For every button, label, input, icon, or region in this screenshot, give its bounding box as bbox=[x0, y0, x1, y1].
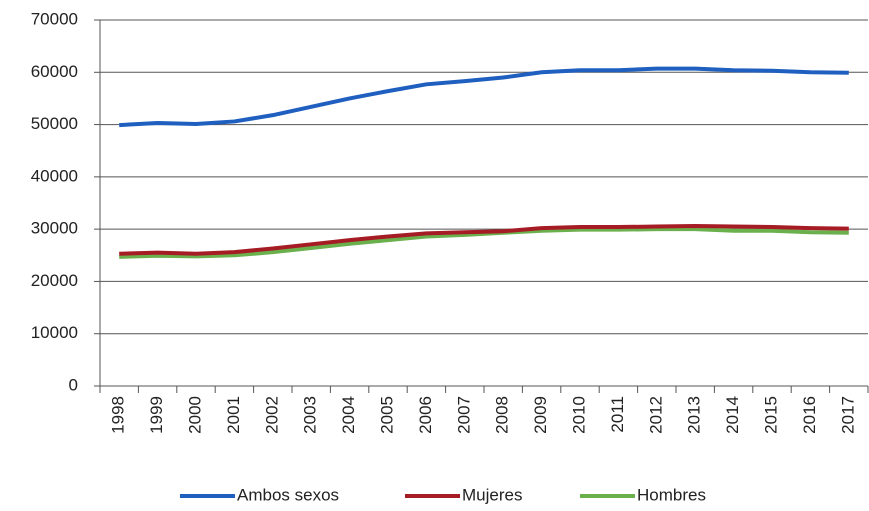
legend-label: Hombres bbox=[637, 485, 706, 504]
x-tick-label: 2007 bbox=[454, 396, 473, 434]
y-tick-label: 0 bbox=[69, 375, 78, 394]
x-tick-label: 2013 bbox=[685, 396, 704, 434]
line-series bbox=[119, 227, 849, 259]
y-tick-label: 20000 bbox=[31, 271, 78, 290]
x-tick-label: 2003 bbox=[301, 396, 320, 434]
x-tick-label: 2014 bbox=[723, 396, 742, 434]
x-tick-label: 2017 bbox=[838, 396, 857, 434]
legend-label: Mujeres bbox=[462, 485, 522, 504]
x-tick-label: 2009 bbox=[531, 396, 550, 434]
x-tick-label: 2004 bbox=[339, 396, 358, 434]
x-tick-label: 2002 bbox=[262, 396, 281, 434]
x-tick-label: 2008 bbox=[493, 396, 512, 434]
y-tick-label: 70000 bbox=[31, 9, 78, 28]
x-tick-label: 1999 bbox=[147, 396, 166, 434]
y-tick-label: 60000 bbox=[31, 62, 78, 81]
x-tick-label: 2006 bbox=[416, 396, 435, 434]
y-tick-label: 30000 bbox=[31, 219, 78, 238]
x-tick-label: 2011 bbox=[608, 396, 627, 433]
line-series bbox=[119, 66, 849, 128]
x-tick-label: 2012 bbox=[646, 396, 665, 434]
y-tick-label: 10000 bbox=[31, 323, 78, 342]
line-series bbox=[119, 224, 849, 256]
x-tick-label: 2010 bbox=[569, 396, 588, 434]
x-tick-label: 2000 bbox=[185, 396, 204, 434]
x-tick-label: 2015 bbox=[761, 396, 780, 434]
y-tick-label: 50000 bbox=[31, 114, 78, 133]
x-tick-label: 2005 bbox=[377, 396, 396, 434]
legend-label: Ambos sexos bbox=[237, 485, 339, 504]
x-tick-label: 2001 bbox=[224, 396, 243, 434]
y-tick-label: 40000 bbox=[31, 166, 78, 185]
x-tick-label: 2016 bbox=[800, 396, 819, 434]
x-tick-label: 1998 bbox=[109, 396, 128, 434]
